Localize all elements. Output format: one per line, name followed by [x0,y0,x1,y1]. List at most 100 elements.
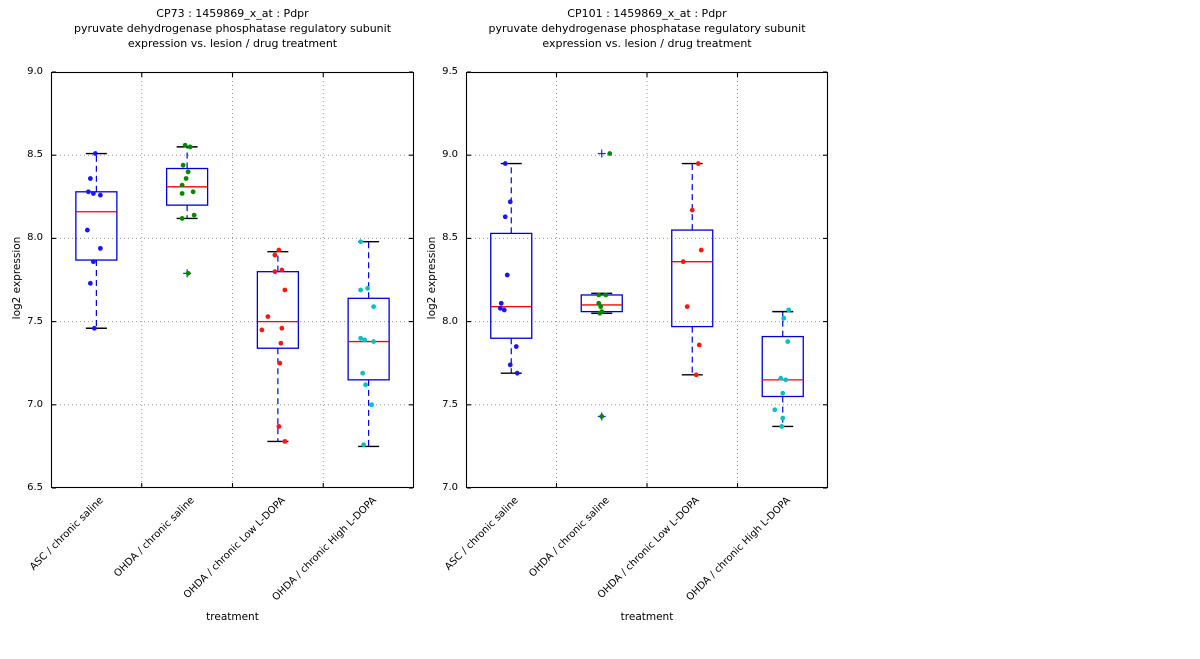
data-point [371,339,377,344]
data-point [786,307,792,313]
iqr-box [256,271,300,349]
data-point [358,239,364,245]
data-point [363,382,369,388]
category-label: ASC / chronic saline [443,495,522,573]
data-point [282,287,288,293]
data-point [87,176,93,181]
data-point [179,191,185,196]
x-axis-label-right: treatment [620,611,674,623]
data-point [502,214,508,220]
data-point [684,304,690,310]
axes-border [465,71,829,489]
data-point [780,415,786,421]
data-point [276,247,282,253]
data-point [698,247,704,253]
data-point [91,325,97,331]
y-tick-label: 9.0 [442,149,458,161]
title-line: CP73 : 1459869_x_at : Pdpr [156,7,309,20]
axes-border [50,71,415,489]
data-point [497,305,503,311]
data-point [179,182,185,188]
y-tick-label: 9.5 [442,66,458,77]
data-point [365,285,371,291]
data-point [362,337,368,343]
data-point [689,207,695,213]
data-point [360,370,366,376]
title-line: expression vs. lesion / drug treatment [542,37,752,50]
iqr-box [671,229,714,328]
data-point [190,189,196,195]
data-point [279,325,285,331]
iqr-box [347,297,390,381]
data-point [785,339,791,344]
data-point [90,259,96,265]
data-point [597,310,603,316]
data-point [185,270,191,276]
chart-title-right: CP101 : 1459869_x_at : Pdpr pyruvate deh… [466,6,828,51]
data-point [282,439,288,444]
data-point [90,191,96,196]
y-tick-label: 7.5 [27,315,43,327]
y-tick-label: 9.0 [27,66,43,77]
y-tick-label: 6.5 [27,482,43,493]
y-tick-label: 7.0 [442,482,458,493]
data-point [92,151,98,156]
title-line: CP101 : 1459869_x_at : Pdpr [567,7,727,20]
data-point [778,375,784,381]
data-point [504,272,510,278]
data-point [182,142,188,148]
data-point [97,192,103,198]
data-point [97,245,103,251]
iqr-box [490,232,533,339]
data-point [371,304,377,310]
data-point [501,307,507,313]
y-tick-label: 8.5 [442,232,458,244]
data-point [780,390,786,396]
data-point [507,362,513,368]
y-tick-label: 7.5 [442,398,458,410]
data-point [783,377,789,383]
data-point [84,227,90,233]
category-label: OHDA / chronic High L-DOPA [684,495,793,604]
data-point [772,407,778,413]
data-point [502,161,508,166]
category-label: OHDA / chronic Low L-DOPA [181,495,288,601]
category-label: OHDA / chronic Low L-DOPA [596,495,703,601]
data-point [358,287,364,293]
data-point [191,212,197,218]
data-point [779,424,785,429]
data-point [680,259,686,265]
category-label: OHDA / chronic saline [527,495,612,580]
title-line: pyruvate dehydrogenase phosphatase regul… [73,22,392,35]
data-point [358,335,364,341]
data-point [278,340,284,346]
data-point [507,199,513,205]
y-tick-label: 8.0 [442,315,458,327]
data-point [693,372,699,378]
data-point [599,414,605,419]
data-point [696,342,702,348]
boxplot-chart-right [465,71,829,489]
boxplot-chart-left [50,71,415,489]
iqr-box [75,191,118,261]
data-point [607,151,613,156]
data-point [185,169,191,175]
data-point [695,161,701,166]
y-axis-label-left: log2 expression [11,236,23,320]
data-point [183,176,189,181]
data-point [272,269,278,275]
chart-title-left: CP73 : 1459869_x_at : Pdpr pyruvate dehy… [51,6,414,51]
figure: CP73 : 1459869_x_at : Pdpr pyruvate dehy… [11,6,829,623]
category-label: OHDA / chronic saline [112,495,197,580]
data-point [87,280,93,286]
y-axis-label-right: log2 expression [426,236,438,320]
data-point [603,292,609,298]
iqr-box [761,335,804,398]
data-point [180,162,186,168]
data-point [369,402,375,408]
data-point [265,314,271,320]
data-point [179,216,185,221]
category-label: OHDA / chronic High L-DOPA [270,495,379,604]
data-point [276,424,282,429]
y-tick-label: 8.5 [27,149,43,161]
